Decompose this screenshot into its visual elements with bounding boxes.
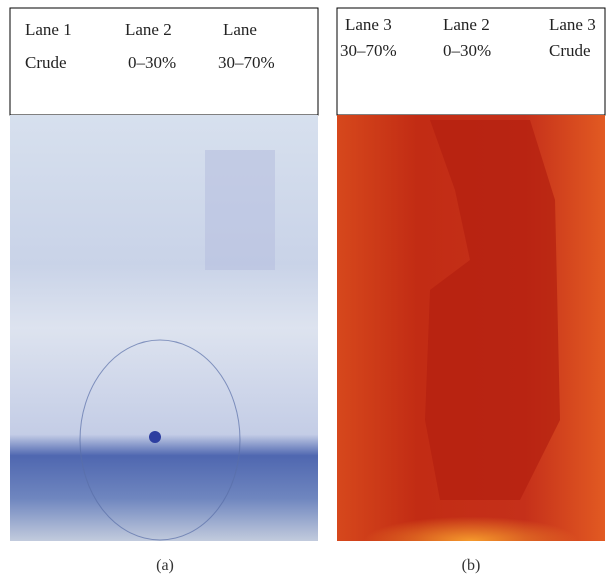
figure: Lane 1 Crude Lane 2 0–30% Lane 30–70% (a…: [0, 0, 610, 578]
lane-name: Lane: [223, 20, 257, 39]
lane-name: Lane 1: [25, 20, 72, 39]
lane-name: Lane 2: [125, 20, 172, 39]
lane-fraction: 30–70%: [218, 53, 275, 72]
panel-caption: (b): [462, 557, 481, 574]
lane-name: Lane 2: [443, 15, 490, 34]
lane-fraction: 30–70%: [340, 41, 397, 60]
lane-fraction: Crude: [549, 41, 591, 60]
panel-caption: (a): [156, 557, 174, 574]
lane-name: Lane 3: [549, 15, 596, 34]
lane-fraction: Crude: [25, 53, 67, 72]
lane-fraction: 0–30%: [443, 41, 491, 60]
gel-glow: [337, 480, 605, 541]
gel-spot: [149, 431, 161, 443]
lane-name: Lane 3: [345, 15, 392, 34]
lane-smear: [205, 150, 275, 270]
lane-fraction: 0–30%: [128, 53, 176, 72]
